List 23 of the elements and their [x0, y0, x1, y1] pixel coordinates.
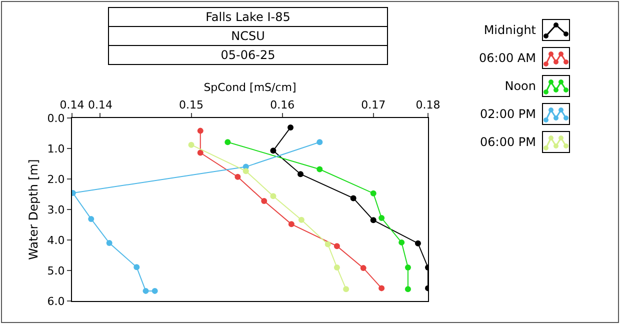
y-tick-label: 1.0 — [47, 142, 65, 156]
text: 05-06-25 — [108, 45, 388, 65]
legend-label: 06:00 AM — [479, 51, 536, 65]
x-tick-label: 0.14 — [60, 98, 84, 112]
x-tick-label: 0.17 — [361, 98, 386, 112]
y-tick-label: 6.0 — [47, 294, 65, 308]
x-tick-label: 0.16 — [270, 98, 295, 112]
chart-title: Falls Lake I-85 — [108, 7, 388, 27]
x-tick-label: 0.14 — [88, 98, 112, 112]
legend-label: Noon — [504, 79, 536, 93]
y-tick-label: 4.0 — [47, 234, 65, 247]
chart-subtitle: NCSU — [108, 26, 388, 46]
legend-label: 02:00 PM — [480, 107, 536, 121]
x-tick-label: 0.18 — [416, 98, 440, 112]
y-tick-label: 5.0 — [47, 264, 65, 278]
legend-label: Midnight — [484, 23, 536, 37]
y-tick-label: 2.0 — [47, 172, 65, 186]
x-tick-label: 0.15 — [179, 98, 204, 112]
x-axis-title: SpCond [mS/cm] — [204, 81, 296, 94]
legend-label: 06:00 PM — [480, 135, 536, 149]
y-tick-label: 3.0 — [47, 203, 65, 216]
y-axis-title: Water Depth [m] — [26, 159, 41, 260]
y-tick-label: 0.0 — [47, 112, 65, 125]
